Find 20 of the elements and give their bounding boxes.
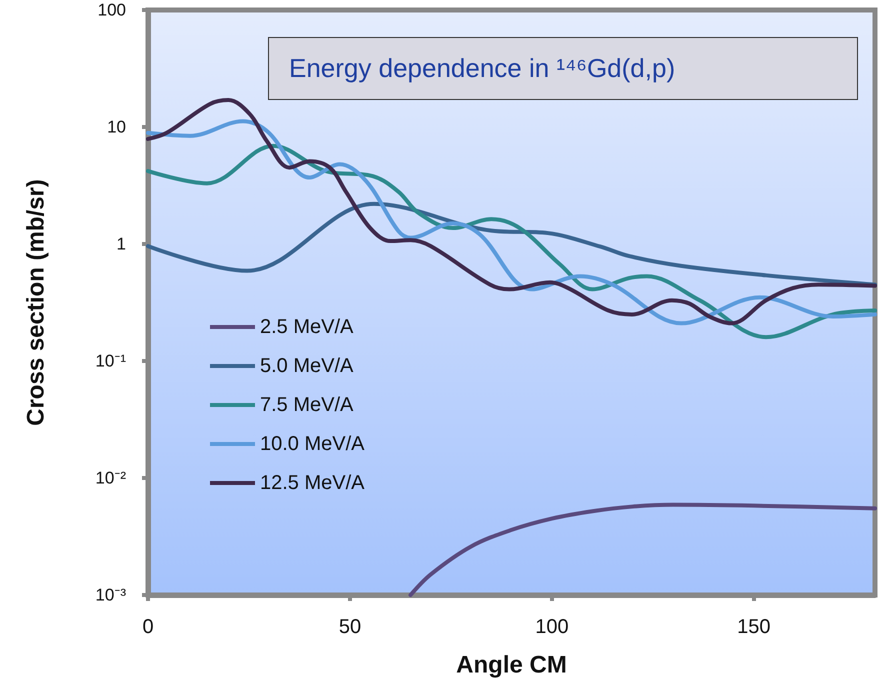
- y-tick-label: 100: [98, 0, 126, 20]
- legend-label: 12.5 MeV/A: [260, 472, 366, 494]
- line-series: [146, 202, 877, 287]
- x-tick-label: 150: [737, 616, 771, 638]
- y-axis-title: Cross section (mb/sr): [22, 179, 50, 426]
- legend-label: 2.5 MeV/A: [260, 316, 354, 338]
- title-box: Energy dependence in ¹⁴⁶Gd(d,p): [268, 37, 858, 100]
- legend-label: 5.0 MeV/A: [260, 355, 354, 377]
- x-tick-label: 100: [535, 616, 569, 638]
- y-tick-label: 1: [116, 234, 126, 254]
- y-tick-label: 10: [107, 118, 126, 136]
- legend-label: 7.5 MeV/A: [260, 394, 354, 416]
- x-tick-label: 0: [142, 616, 154, 638]
- line-series: [408, 502, 877, 597]
- x-tick-label: 50: [338, 616, 362, 638]
- x-axis-title: Angle CM: [456, 652, 567, 678]
- y-tick-label: 10⁻¹: [95, 352, 126, 370]
- legend-label: 10.0 MeV/A: [260, 433, 366, 455]
- y-tick-label: 10⁻²: [95, 468, 126, 488]
- y-tick-label: 10⁻³: [95, 586, 126, 604]
